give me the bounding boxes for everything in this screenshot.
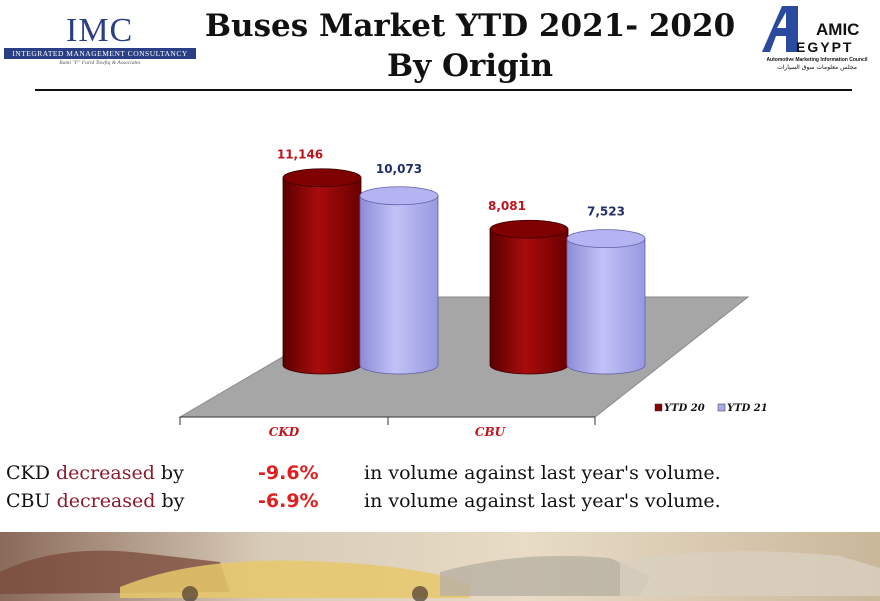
summary-notes: CKD decreased by -9.6% in volume against… — [6, 462, 866, 518]
note-tail: in volume against last year's volume. — [364, 490, 721, 512]
amic-logo-line2: EGYPT — [796, 39, 853, 55]
banner-car-shape — [620, 551, 880, 596]
amic-logo-a-shape — [762, 6, 798, 52]
bar-top — [282, 168, 362, 188]
bar-body — [489, 228, 569, 375]
legend-label: YTD 20 — [664, 403, 705, 414]
amic-logo: AMIC EGYPT Automotive Marketing Informat… — [758, 2, 876, 88]
data-label: 8,081 — [488, 199, 526, 213]
category-label: CKD — [269, 425, 300, 439]
note-tail: in volume against last year's volume. — [364, 462, 721, 484]
note-subject: CKD — [6, 462, 50, 484]
banner-car-shape — [440, 555, 650, 596]
note-row-cbu: CBU decreased by -6.9% in volume against… — [6, 490, 866, 518]
bar-top — [566, 229, 646, 249]
title-underline — [35, 89, 852, 91]
note-verb: decreased — [56, 462, 155, 484]
bar-body — [282, 177, 362, 375]
imc-logo-bar — [4, 48, 196, 59]
bars-layer — [282, 168, 646, 375]
bar-cbu-1 — [566, 229, 646, 375]
title-line-1: Buses Market YTD 2021- 2020 — [204, 8, 736, 44]
data-label: 10,073 — [376, 162, 422, 176]
banner-wheel — [412, 586, 428, 601]
bar-body — [359, 195, 439, 375]
amic-logo-subtitle-ar: مجلس معلومات سوق السيارات — [777, 64, 857, 71]
bar-ckd-0 — [282, 168, 362, 375]
footer-cars-banner — [0, 532, 880, 601]
bar-body — [566, 238, 646, 375]
title-line-2: By Origin — [386, 48, 554, 84]
data-label: 11,146 — [277, 148, 323, 162]
amic-logo-line1: AMIC — [816, 20, 859, 39]
note-percent: -9.6% — [258, 462, 319, 484]
note-by: by — [161, 490, 185, 512]
imc-logo: IMC Integrated Management Consultancy Ra… — [4, 8, 199, 70]
cars-banner-image — [0, 532, 880, 601]
amic-logo-mark: AMIC EGYPT — [762, 6, 859, 55]
chart-legend: YTD 20 YTD 21 — [654, 403, 768, 414]
note-percent: -6.9% — [258, 490, 319, 512]
bar-ckd-1 — [359, 186, 439, 375]
legend-swatch — [654, 403, 663, 412]
bar-top — [489, 219, 569, 239]
note-by: by — [160, 462, 184, 484]
imc-logo-tagline: Rami "F" Farid Tawfiq & Associates — [59, 60, 141, 66]
data-label: 7,523 — [587, 205, 625, 219]
banner-wheel — [182, 586, 198, 601]
note-subject: CBU — [6, 490, 51, 512]
legend-swatch — [717, 403, 726, 412]
page-title: Buses Market YTD 2021- 2020 By Origin — [200, 6, 740, 86]
imc-logo-text: IMC — [66, 12, 134, 49]
labels-layer: 11,146 10,073 CKD 8,081 7,523 CBU — [269, 148, 625, 439]
banner-car-shape — [120, 560, 470, 598]
amic-logo-a-cutout — [777, 12, 786, 28]
note-row-ckd: CKD decreased by -9.6% in volume against… — [6, 462, 866, 490]
bar-top — [359, 186, 439, 206]
legend-label: YTD 21 — [727, 403, 768, 414]
note-verb: decreased — [56, 490, 156, 512]
amic-logo-subtitle-en: Automotive Marketing Information Council — [766, 57, 868, 63]
chart-floor — [178, 296, 750, 418]
note-lead: CKD decreased by — [6, 462, 184, 484]
category-label: CBU — [475, 425, 507, 439]
note-lead: CBU decreased by — [6, 490, 184, 512]
imc-logo-subtitle: Integrated Management Consultancy — [12, 49, 188, 58]
bar-cbu-0 — [489, 219, 569, 375]
bar-chart: 11,146 10,073 CKD 8,081 7,523 CBU YTD 20 YTD 2… — [0, 95, 880, 455]
